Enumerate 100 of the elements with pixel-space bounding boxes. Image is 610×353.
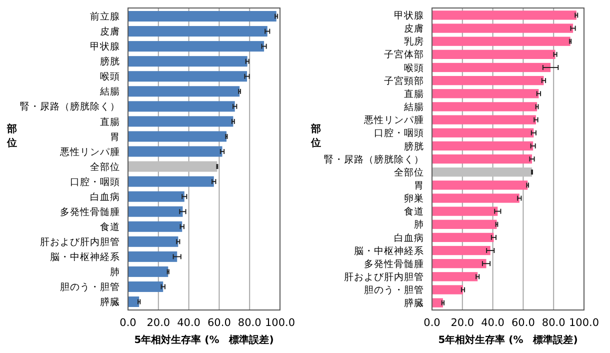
bar <box>128 131 226 142</box>
x-tick-label: 40.0 <box>177 317 200 329</box>
bar <box>432 36 570 46</box>
y-tick-label: 胃 <box>110 132 120 143</box>
y-tick-label: 結腸 <box>99 86 120 98</box>
y-tick-label: 腎・尿路（膀胱除く） <box>20 100 120 113</box>
bar <box>128 146 222 157</box>
y-tick-label: 肺 <box>110 266 120 278</box>
y-tick-label: 甲状腺 <box>90 40 120 53</box>
bar <box>432 76 544 86</box>
bar <box>432 285 464 294</box>
bar <box>128 71 248 82</box>
y-tick-label: 胆のう・胆管 <box>364 285 424 296</box>
bar <box>432 89 539 98</box>
x-tick-label: 40.0 <box>481 317 504 329</box>
y-tick-label: 胃 <box>414 180 424 192</box>
bar <box>128 11 276 22</box>
y-tick-label: 脳・中枢神経系 <box>50 250 120 263</box>
bar <box>432 206 498 216</box>
y-tick-label: 悪性リンパ腫 <box>59 146 120 158</box>
y-tick-label: 肝および肝内胆管 <box>40 236 120 248</box>
x-tick-label: 100.0 <box>264 317 296 329</box>
y-tick-label: 口腔・咽頭 <box>70 176 120 188</box>
x-tick-label: 0.0 <box>120 317 136 329</box>
x-tick-label: 100.0 <box>568 317 600 329</box>
y-axis-title: 部位 <box>310 123 321 149</box>
x-tick-label: 80.0 <box>238 317 262 329</box>
bar <box>432 141 534 151</box>
bar <box>432 62 551 72</box>
bar <box>128 116 234 127</box>
y-tick-label: 多発性骨髄腫 <box>60 206 120 218</box>
y-tick-label: 肺 <box>414 218 424 231</box>
bar <box>432 272 478 282</box>
y-tick-label: 子宮体部 <box>384 48 424 61</box>
bar <box>432 154 532 164</box>
y-tick-label: 膀胱 <box>404 140 424 152</box>
x-tick-label: 80.0 <box>542 317 566 329</box>
x-tick-label: 60.0 <box>512 317 535 329</box>
bar <box>432 10 576 20</box>
bar <box>432 246 490 256</box>
bar <box>128 266 168 277</box>
y-tick-label: 皮膚 <box>100 26 120 38</box>
y-axis-title: 部位 <box>6 123 17 149</box>
y-tick-label: 乳房 <box>404 36 424 48</box>
bar <box>128 191 184 202</box>
y-tick-label: 白血病 <box>90 190 120 203</box>
bar <box>128 206 183 217</box>
bar <box>128 26 268 37</box>
bar <box>432 168 532 177</box>
bar <box>432 115 536 124</box>
bar <box>432 220 497 229</box>
y-tick-label: 膵臓 <box>100 296 120 308</box>
x-tick-label: 20.0 <box>146 317 170 329</box>
x-tick-label: 60.0 <box>208 317 231 329</box>
y-tick-label: 喉頭 <box>404 62 424 74</box>
bar <box>432 180 528 190</box>
y-tick-label: 卵巣 <box>404 192 424 205</box>
bar <box>432 194 520 203</box>
y-tick-label: 肝および肝内胆管 <box>344 270 424 283</box>
bar <box>432 128 534 138</box>
y-tick-label: 前立腺 <box>90 10 120 23</box>
bar <box>432 102 538 112</box>
y-tick-label: 甲状腺 <box>394 10 424 22</box>
bar <box>128 86 240 97</box>
bar <box>128 56 248 67</box>
y-tick-label: 口腔・咽頭 <box>374 127 424 140</box>
y-tick-label: 食道 <box>404 206 424 218</box>
bar <box>432 298 443 308</box>
y-tick-label: 直腸 <box>100 116 120 128</box>
bar <box>128 176 214 187</box>
x-axis-title: 5年相対生存率 (% 標準誤差) <box>438 334 578 346</box>
y-tick-label: 喉頭 <box>100 72 120 83</box>
y-tick-label: 皮膚 <box>404 22 424 35</box>
bar <box>432 232 494 242</box>
y-tick-label: 膀胱 <box>100 56 120 68</box>
bar <box>128 101 235 112</box>
bar <box>432 24 574 33</box>
y-tick-label: 多発性骨髄腫 <box>364 258 424 270</box>
bar <box>432 50 556 59</box>
y-tick-label: 食道 <box>100 220 120 233</box>
bar <box>128 221 182 232</box>
bar <box>128 296 140 307</box>
x-tick-label: 0.0 <box>424 317 440 329</box>
y-tick-label: 全部位 <box>394 166 424 178</box>
y-tick-label: 腎・尿路（膀胱除く） <box>324 153 424 166</box>
y-tick-label: 胆のう・胆管 <box>60 282 120 294</box>
bar <box>128 236 178 247</box>
x-axis-title: 5年相対生存率 (% 標準誤差) <box>134 334 274 346</box>
y-tick-label: 直腸 <box>404 88 424 100</box>
bar <box>128 41 264 52</box>
y-tick-label: 白血病 <box>394 232 424 244</box>
bar <box>128 281 164 292</box>
x-tick-label: 20.0 <box>450 317 474 329</box>
y-tick-label: 脳・中枢神経系 <box>354 244 424 257</box>
y-tick-label: 膵臓 <box>404 297 424 310</box>
bar <box>128 161 218 172</box>
y-tick-label: 全部位 <box>90 160 120 173</box>
y-tick-label: 悪性リンパ腫 <box>363 114 424 126</box>
bar <box>128 251 178 262</box>
y-tick-label: 結腸 <box>403 102 424 114</box>
